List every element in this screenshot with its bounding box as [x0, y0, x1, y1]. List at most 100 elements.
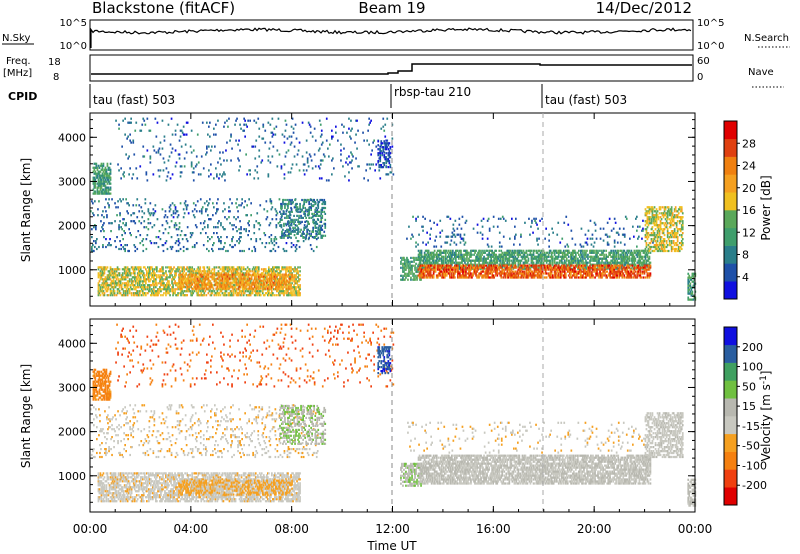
power-cell-r3: [150, 242, 153, 245]
power-cell-r3: [92, 244, 94, 247]
power-cell-r3: [305, 226, 308, 229]
power-cell-r3: [203, 220, 206, 223]
power-cell-r5: [118, 169, 120, 172]
power-cell-r0: [264, 272, 267, 275]
power-cell-r0: [190, 294, 192, 297]
power-cell-r8: [525, 249, 528, 252]
power-cell-r4: [289, 226, 291, 229]
power-cell-r0: [156, 276, 158, 279]
power-cell-r0: [162, 280, 164, 283]
power-cell-r0: [271, 270, 273, 273]
power-cell-r5: [348, 155, 350, 158]
power-cell-r5: [356, 147, 358, 150]
power-cell-r8: [566, 253, 569, 256]
power-cell-r4: [290, 202, 292, 206]
power-cell-r8: [426, 251, 429, 254]
power-cell-r0: [133, 288, 136, 291]
power-cell-r4: [323, 200, 326, 204]
power-cell-r4: [320, 208, 323, 211]
power-cell-r3: [110, 222, 112, 225]
power-cell-r3: [117, 200, 119, 203]
power-cell-r0: [115, 274, 118, 277]
power-cell-r4: [304, 220, 306, 223]
power-cell-r0: [279, 294, 281, 297]
power-cell-r0: [134, 282, 137, 285]
power-cell-r1: [203, 287, 206, 290]
power-cell-r0: [120, 294, 123, 297]
power-cell-r1: [283, 279, 285, 282]
power-cell-r6: [377, 160, 380, 163]
power-cell-r1: [272, 281, 274, 284]
power-cell-r8: [476, 259, 478, 262]
power-cell-r0: [177, 266, 179, 269]
power-cell-r0: [134, 292, 137, 295]
power-cell-r0: [109, 268, 112, 271]
power-cell-r1: [285, 273, 287, 276]
power-cell-r8: [417, 255, 420, 258]
power-cell-r8: [506, 257, 509, 260]
power-cell-r3: [186, 240, 189, 243]
power-cell-r8: [483, 255, 485, 258]
power-cell-r5: [340, 153, 342, 156]
power-cell-r8: [560, 255, 563, 258]
power-cell-r0: [110, 270, 113, 273]
power-cell-r3: [91, 236, 93, 239]
power-cell-r0: [155, 282, 157, 285]
power-cell-r4: [324, 234, 327, 237]
power-cell-r5: [255, 121, 258, 124]
power-cell-r0: [238, 266, 241, 269]
power-cell-r1: [276, 287, 278, 290]
power-cell-r1: [287, 275, 289, 278]
power-cell-r5: [256, 165, 259, 168]
power-cell-r0: [200, 292, 203, 295]
power-cell-r7: [412, 278, 414, 281]
power-cell-r1: [215, 287, 218, 290]
power-cell-r0: [260, 272, 263, 275]
power-cell-r1: [204, 277, 207, 280]
power-cell-r8: [420, 251, 423, 254]
power-cell-r0: [180, 266, 182, 269]
power-cell-r3: [294, 224, 297, 227]
power-cell-r3: [236, 198, 238, 201]
power-cell-r0: [113, 294, 116, 297]
power-cell-r8: [431, 255, 434, 258]
power-cell-r8: [466, 263, 468, 266]
power-cell-r3: [116, 214, 118, 217]
power-cell-r0: [115, 270, 118, 273]
power-cell-r5: [132, 139, 135, 142]
power-cell-r8: [584, 249, 586, 252]
power-cell-r1: [232, 279, 235, 282]
power-cell-r5: [192, 171, 195, 174]
power-cell-r1: [198, 287, 201, 290]
power-cell-r1: [201, 275, 204, 278]
power-cell-r6: [383, 142, 386, 145]
power-cell-r0: [216, 292, 219, 295]
power-cell-r3: [239, 249, 241, 253]
power-cell-r1: [186, 277, 188, 280]
power-cell-r0: [298, 280, 300, 283]
power-cell-r0: [241, 286, 244, 289]
power-cell-r4: [290, 220, 292, 223]
power-cell-r0: [296, 272, 298, 275]
power-cell-r8: [564, 255, 567, 258]
power-cell-r8: [478, 257, 480, 260]
power-cell-r3: [232, 236, 234, 239]
power-cell-r0: [286, 292, 288, 295]
power-cell-r3: [266, 216, 269, 219]
power-cell-r4: [314, 200, 317, 204]
power-cell-r1: [203, 285, 206, 288]
power-cell-r3: [254, 247, 257, 251]
power-cell-r8: [464, 253, 466, 256]
power-cell-r8: [426, 257, 429, 260]
power-cell-r3: [261, 242, 264, 245]
power-cell-r0: [174, 272, 176, 275]
power-cell-r1: [274, 283, 276, 286]
power-cell-r0: [202, 294, 205, 297]
power-cell-r3: [207, 224, 209, 227]
power-cell-r2: [95, 164, 98, 167]
power-cell-r4: [288, 214, 290, 217]
power-cell-r3: [155, 236, 158, 239]
power-cell-r0: [220, 282, 223, 285]
power-cell-r5: [347, 163, 349, 166]
power-cell-r0: [98, 290, 101, 293]
